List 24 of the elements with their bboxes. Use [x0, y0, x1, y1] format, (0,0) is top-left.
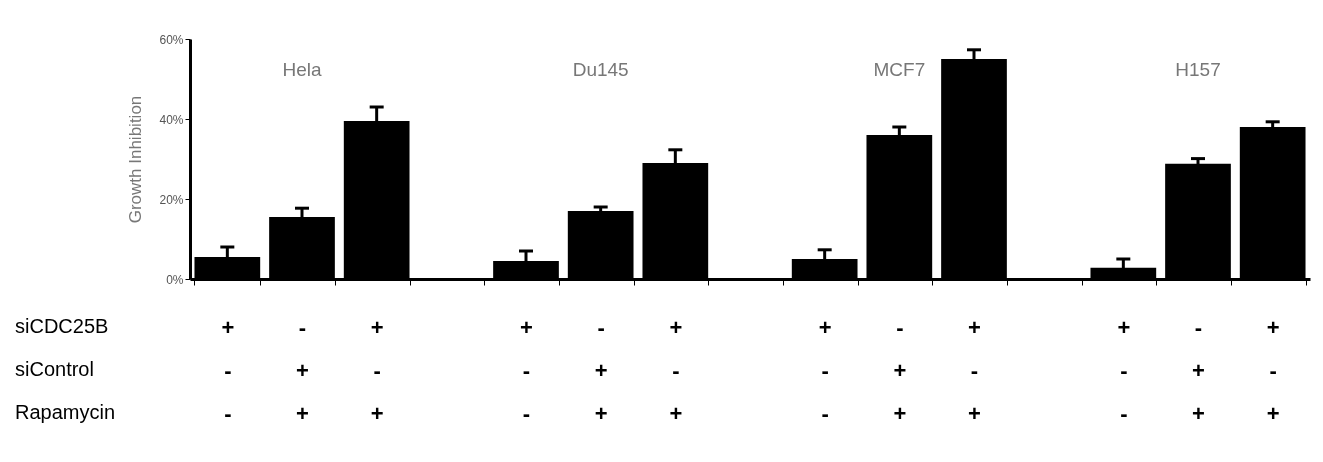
x-tick-label: + - +	[968, 314, 981, 426]
x-tick-label: + - -	[221, 314, 235, 426]
annotation: H157	[1175, 59, 1221, 80]
annotation: Hela	[282, 59, 322, 80]
y-tick-label: 60%	[159, 32, 184, 47]
annotation: MCF7	[873, 59, 926, 80]
x-tick-label: + - +	[1266, 314, 1280, 426]
y-axis-title: Growth Inhibition	[126, 95, 146, 224]
x-tick-label: + - +	[370, 314, 384, 426]
x-tick-label: + - -	[818, 314, 832, 426]
text: siCDC25B	[15, 315, 109, 337]
x-tick-label: - + +	[594, 314, 608, 426]
annotation: Du145	[572, 59, 629, 80]
x-tick-label: - + +	[893, 314, 907, 426]
y-tick-label: 40%	[159, 112, 184, 127]
text: siControl	[15, 358, 94, 380]
y-tick-label: 20%	[159, 192, 184, 207]
x-tick-label: + - +	[669, 314, 683, 426]
text: Rapamycin	[15, 401, 116, 423]
x-tick-label: - + +	[296, 314, 309, 426]
x-tick-label: + - -	[520, 314, 533, 426]
x-tick-label: + - -	[1117, 314, 1131, 426]
x-tick-label: - + +	[1192, 314, 1205, 426]
y-tick-label: 0%	[166, 272, 184, 287]
